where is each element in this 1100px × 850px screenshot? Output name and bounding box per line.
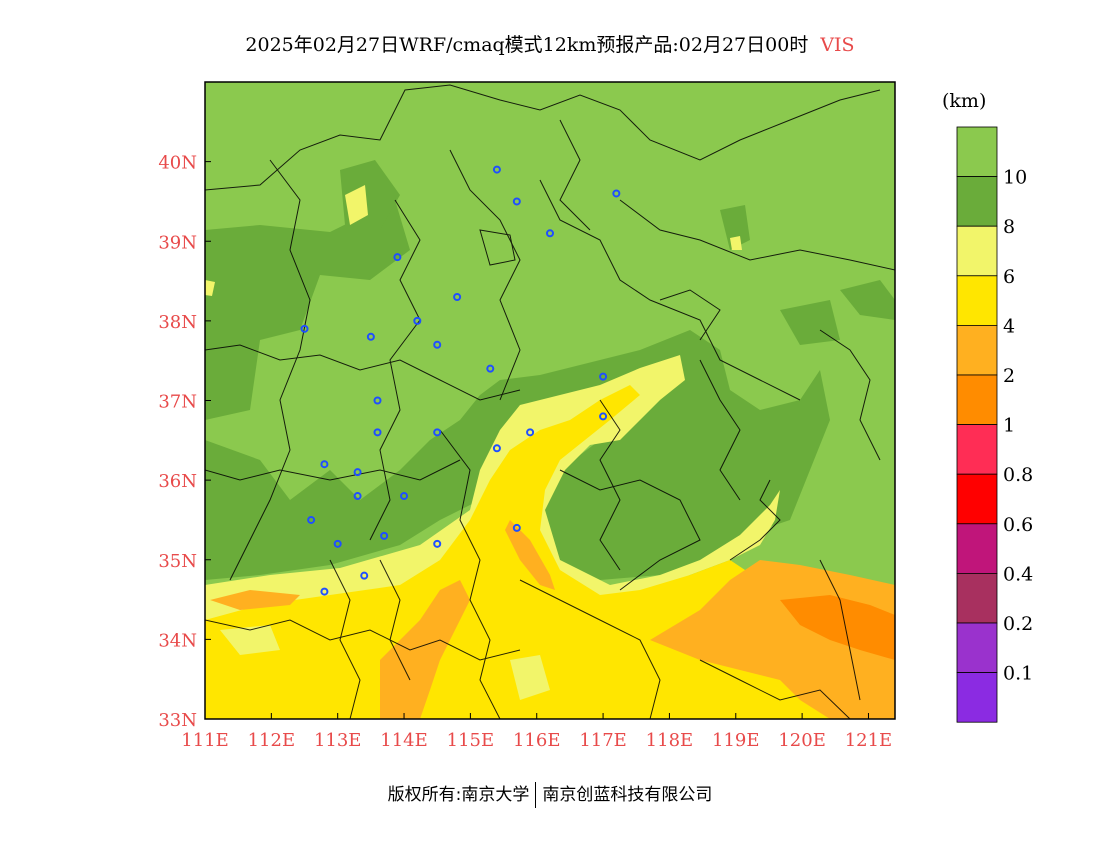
variable-label: VIS — [820, 34, 855, 56]
colorbar-swatch — [956, 473, 998, 525]
lon-tick-label: 117E — [579, 730, 627, 751]
colorbar-swatch — [956, 126, 998, 177]
station-marker — [546, 229, 554, 238]
colorbar-swatch — [956, 324, 998, 376]
station-marker — [492, 444, 501, 453]
station-marker — [373, 428, 382, 437]
colorbar-swatch — [956, 374, 998, 425]
vis-area-2-4-streak — [505, 520, 555, 590]
vis-area-6-8-inner-west — [220, 625, 280, 655]
vis-area-1-2-coast — [780, 595, 895, 660]
latitude-ticks: 33N 34N 35N 36N 37N 38N 39N 40N — [158, 153, 211, 731]
admin-boundaries — [205, 84, 895, 719]
vis-area-6-8-coast-spot — [730, 236, 742, 250]
colorbar-level-label: 8 — [1003, 216, 1015, 238]
station-marker — [307, 515, 316, 524]
colorbar: 10 8 6 4 2 1 0.8 0.6 0.4 0.2 0.1 — [956, 126, 1033, 723]
lon-tick-label: 112E — [248, 730, 296, 751]
colorbar-swatch — [956, 573, 998, 624]
colorbar-level-label: 1 — [1003, 415, 1015, 437]
colorbar-level-label: 0.2 — [1003, 613, 1033, 635]
vis-area-6-8-north-spot — [345, 185, 368, 225]
colorbar-level-label: 0.4 — [1003, 563, 1033, 585]
vis-area-6-8-inner-spot — [510, 655, 550, 700]
station-marker — [333, 539, 342, 548]
credit-separator — [535, 782, 537, 808]
station-marker — [433, 539, 442, 548]
visibility-field — [205, 82, 895, 719]
station-marker — [366, 332, 375, 341]
colorbar-swatch — [956, 523, 998, 574]
map-title: 2025年02月27日WRF/cmaq模式12km预报产品:02月27日00时 V… — [0, 30, 1100, 57]
vis-area-8-10-east — [840, 280, 895, 320]
vis-area-8-10-west — [205, 200, 410, 420]
lat-tick-label: 33N — [158, 710, 197, 731]
lon-tick-label: 120E — [778, 730, 826, 751]
lon-tick-label: 116E — [513, 730, 561, 751]
station-marker — [380, 531, 389, 540]
station-marker — [413, 316, 422, 325]
vis-area-6-8-west-spot — [205, 280, 215, 296]
lat-tick-label: 36N — [158, 471, 197, 492]
lon-tick-label: 115E — [447, 730, 495, 751]
station-marker — [512, 197, 521, 206]
colorbar-swatch — [956, 225, 998, 277]
lat-tick-label: 35N — [158, 551, 197, 572]
lon-tick-label: 119E — [712, 730, 760, 751]
station-marker — [599, 412, 608, 421]
colorbar-swatch — [956, 622, 998, 673]
station-marker — [512, 523, 521, 532]
colorbar-level-label: 10 — [1003, 167, 1027, 189]
station-marker — [433, 340, 442, 349]
station-marker — [353, 468, 362, 477]
station-marker — [320, 587, 329, 596]
colorbar-swatch — [956, 424, 998, 475]
lon-tick-label: 111E — [181, 730, 229, 751]
colorbar-swatch — [956, 672, 998, 723]
station-marker — [353, 492, 362, 501]
colorbar-level-label: 0.6 — [1003, 514, 1033, 536]
lat-tick-label: 37N — [158, 392, 197, 413]
lat-tick-label: 40N — [158, 153, 197, 174]
lat-tick-label: 38N — [158, 312, 197, 333]
station-marker — [486, 364, 495, 373]
colorbar-level-label: 2 — [1003, 365, 1015, 387]
lat-tick-label: 39N — [158, 232, 197, 253]
title-text: 2025年02月27日WRF/cmaq模式12km预报产品:02月27日00时 — [245, 34, 809, 56]
colorbar-swatch — [956, 275, 998, 326]
lon-tick-label: 113E — [314, 730, 362, 751]
lon-tick-label: 121E — [845, 730, 893, 751]
station-marker — [393, 253, 402, 262]
station-marker — [300, 324, 309, 333]
colorbar-unit: (km) — [942, 90, 987, 112]
station-marker — [453, 292, 462, 301]
station-marker — [526, 428, 535, 437]
station-marker — [492, 165, 501, 174]
colorbar-swatch — [956, 176, 998, 227]
station-marker — [612, 189, 621, 198]
colorbar-level-label: 0.1 — [1003, 663, 1033, 685]
station-marker — [360, 571, 369, 580]
lat-tick-label: 34N — [158, 630, 197, 651]
lon-tick-label: 118E — [646, 730, 694, 751]
colorbar-level-label: 4 — [1003, 315, 1015, 337]
station-markers — [300, 165, 621, 596]
colorbar-level-label: 6 — [1003, 266, 1015, 288]
station-marker — [320, 460, 329, 469]
colorbar-level-label: 0.8 — [1003, 464, 1033, 486]
lon-tick-label: 114E — [380, 730, 428, 751]
vis-area-2-4-henan — [380, 580, 470, 719]
station-marker — [433, 428, 442, 437]
vis-area-8-10-coast — [720, 205, 750, 250]
station-marker — [400, 492, 409, 501]
credit-right: 南京创蓝科技有限公司 — [542, 785, 713, 805]
station-marker — [373, 396, 382, 405]
station-marker — [599, 372, 608, 381]
longitude-ticks: 111E 112E 113E 114E 115E 116E 117E 118E 119E 120E… — [181, 713, 892, 751]
vis-area-2-4-west — [210, 590, 300, 610]
credit-left: 版权所有:南京大学 — [387, 785, 530, 805]
credit-line: 版权所有:南京大学 南京创蓝科技有限公司 — [0, 780, 1100, 808]
